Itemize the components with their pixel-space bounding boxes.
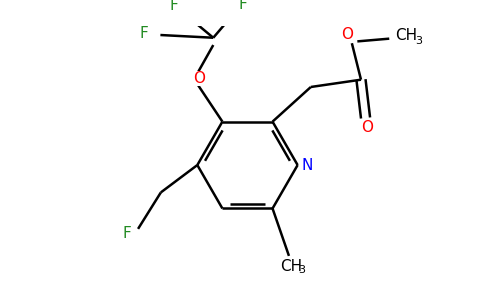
Text: O: O <box>341 27 353 42</box>
Text: F: F <box>123 226 132 241</box>
Text: 3: 3 <box>298 266 305 275</box>
Text: F: F <box>139 26 149 41</box>
Text: CH: CH <box>280 259 302 274</box>
Text: F: F <box>239 0 248 11</box>
Text: O: O <box>362 120 373 135</box>
Text: N: N <box>301 158 313 172</box>
Text: F: F <box>170 0 179 13</box>
Text: CH: CH <box>395 28 418 44</box>
Text: O: O <box>194 71 206 86</box>
Text: 3: 3 <box>415 36 422 46</box>
